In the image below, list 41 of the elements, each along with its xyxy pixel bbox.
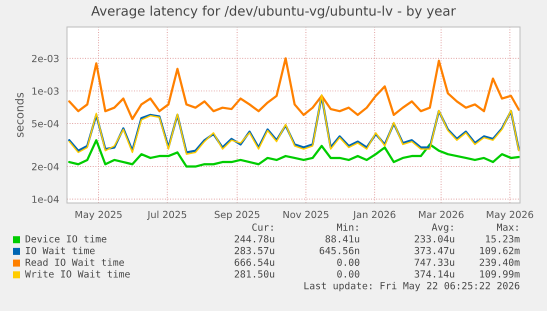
text: Min:: [336, 223, 358, 231]
text: 374.14u: [414, 270, 454, 278]
chart-title: Average latency for /dev/ubuntu-vg/ubuntu-lv - by year: [91, 6, 456, 18]
legend-label: Device IO time: [26, 235, 106, 243]
legend-label: IO Wait time: [26, 246, 95, 254]
text: 373.47u: [414, 246, 454, 254]
text: 15.23m: [486, 235, 520, 243]
x-tick-label: May 2026: [486, 210, 534, 220]
x-tick-label: May 2025: [76, 210, 122, 220]
text: 88.41u: [326, 235, 360, 243]
y-tick-label: 1e-04: [32, 196, 59, 203]
line-series: [68, 57, 520, 120]
legend-label: Read IO Wait time: [26, 258, 124, 266]
text: 109.62m: [480, 246, 520, 254]
x-tick-label: Jul 2025: [147, 210, 186, 220]
text: 747.33u: [414, 258, 454, 266]
text: Avg:: [432, 224, 453, 233]
legend-label: Write IO Wait time: [25, 270, 130, 278]
text: 239.40m: [480, 258, 520, 266]
text: Cur:: [252, 223, 273, 231]
text: 0.00: [337, 258, 360, 266]
x-tick-label: Jan 2026: [352, 210, 396, 220]
x-tick-label: Nov 2025: [283, 210, 328, 218]
x-tick-label: Mar 2026: [418, 210, 464, 218]
y-tick-label: 2e-03: [32, 54, 59, 62]
text: Last update: Fri May 22 06:25:22 2026: [304, 282, 520, 292]
y-tick-label: 5e-04: [32, 120, 59, 128]
text: 0.00: [337, 270, 360, 278]
text: Max:: [496, 224, 518, 231]
line-series: [68, 139, 520, 168]
y-axis-title: seconds: [15, 92, 24, 138]
text: 666.54u: [234, 258, 274, 266]
y-tick-label: 2e-04: [32, 163, 59, 170]
text: 645.56n: [320, 246, 360, 254]
text: 283.57u: [234, 246, 274, 254]
text: 244.78u: [234, 235, 274, 243]
text: 109.99m: [480, 270, 520, 278]
text: 281.50u: [234, 270, 274, 278]
text: 233.04u: [414, 235, 454, 243]
y-tick-label: 1e-03: [32, 87, 59, 95]
x-tick-label: Sep 2025: [214, 210, 260, 220]
